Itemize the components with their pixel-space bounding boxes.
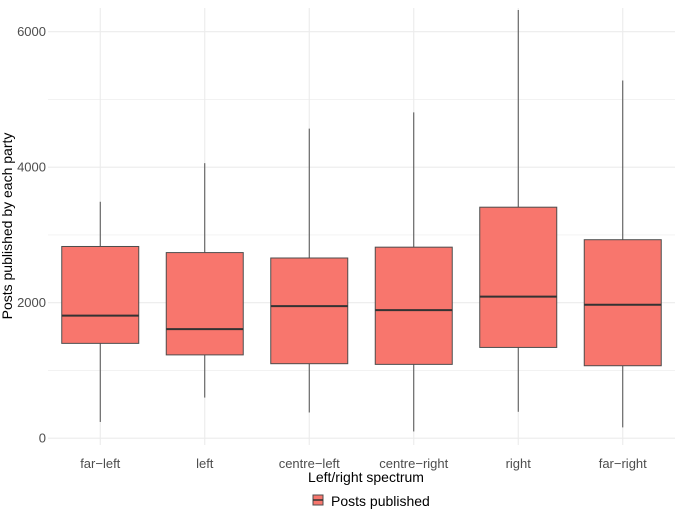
box-iqr (165, 252, 244, 356)
grid-lines (48, 8, 675, 445)
y-tick-labels: 0 2000 4000 6000 (17, 24, 46, 446)
box-4 (479, 10, 558, 412)
y-tick-label: 4000 (17, 160, 46, 175)
box-iqr (479, 206, 558, 348)
legend-key (312, 494, 324, 506)
y-tick-label: 2000 (17, 295, 46, 310)
x-tick-label: far−left (80, 456, 120, 471)
box-iqr (374, 246, 453, 365)
x-tick-label: centre−left (279, 456, 340, 471)
x-tick-label: centre−right (379, 456, 448, 471)
y-axis-title: Posts published by each party (0, 133, 15, 320)
y-tick-label: 6000 (17, 24, 46, 39)
box-0 (61, 201, 140, 422)
box-2 (270, 128, 349, 413)
box-iqr (61, 245, 140, 344)
box-5 (583, 80, 662, 428)
legend-label: Posts published (331, 493, 430, 509)
x-tick-label: right (506, 456, 532, 471)
box-iqr (583, 239, 662, 367)
y-tick-label: 0 (39, 431, 46, 446)
box-1 (165, 163, 244, 398)
legend: Posts published (312, 493, 430, 509)
box-series (61, 10, 662, 432)
box-iqr (270, 257, 349, 365)
x-tick-label: far−right (599, 456, 647, 471)
x-axis-title: Left/right spectrum (308, 469, 424, 485)
x-tick-label: left (196, 456, 214, 471)
box-3 (374, 112, 453, 432)
x-tick-labels: far−left left centre−left centre−right right… (80, 456, 647, 471)
